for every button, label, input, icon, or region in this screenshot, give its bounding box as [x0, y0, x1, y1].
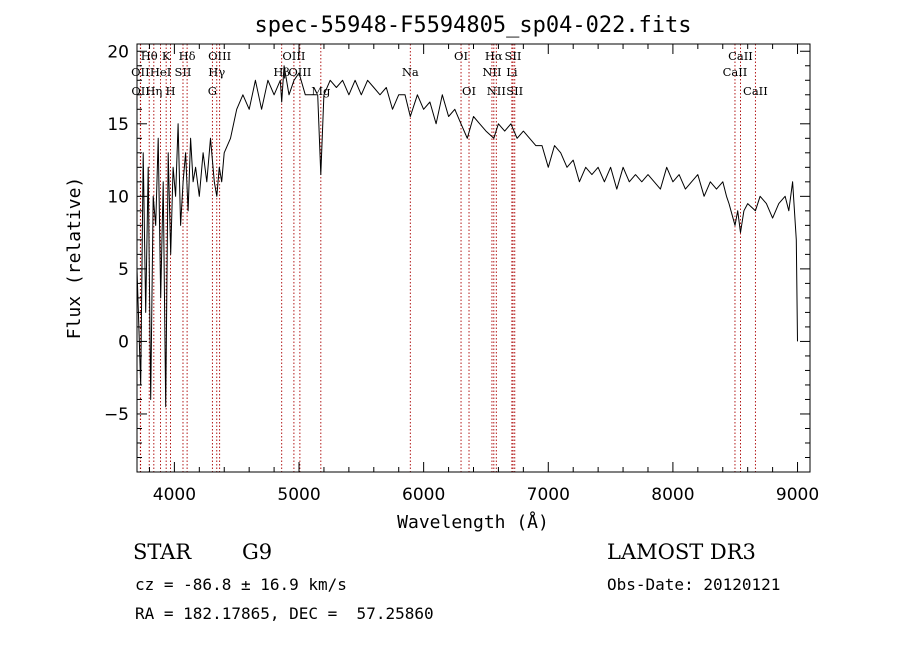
- redshift-readout: cz = -86.8 ± 16.9 km/s: [135, 575, 347, 594]
- y-tick-label: 15: [107, 115, 129, 135]
- chart-title: spec-55948-F5594805_sp04-022.fits: [254, 13, 691, 38]
- spectral-line-label: K: [162, 49, 171, 63]
- spectral-line-label: Hη: [145, 84, 162, 98]
- plot-frame: [136, 43, 811, 473]
- x-tick-label: 8000: [651, 485, 694, 505]
- spectral-line-label: SII: [506, 84, 523, 98]
- spectral-line-label: OIII: [288, 65, 311, 79]
- spectral-line-label: OI: [462, 84, 476, 98]
- spectral-line-label: CaII: [728, 49, 753, 63]
- observation-date: Obs-Date: 20120121: [607, 575, 781, 594]
- spectral-line-markers: [139, 44, 756, 472]
- spectral-line-label: Li: [506, 65, 518, 79]
- spectral-line-label: NII: [487, 84, 506, 98]
- x-tick-label: 7000: [527, 485, 570, 505]
- y-tick-label: −5: [104, 405, 129, 425]
- spectral-line-label: OIII: [208, 49, 231, 63]
- x-axis-label: Wavelength (Å): [397, 511, 549, 533]
- spectral-line-label: SII: [175, 65, 192, 79]
- spectral-line-label: Hδ: [179, 49, 196, 63]
- spectral-line-label: NII: [482, 65, 501, 79]
- spectral-line-label: Hθ: [141, 49, 158, 63]
- x-tick-label: 6000: [402, 485, 445, 505]
- y-tick-label: 5: [118, 260, 129, 280]
- spectral-line-label: Na: [402, 65, 419, 79]
- spectral-line-label: Hγ: [208, 65, 225, 79]
- x-tick-label: 9000: [776, 485, 819, 505]
- coordinates-readout: RA = 182.17865, DEC = 57.25860: [135, 604, 434, 623]
- survey-name: LAMOST DR3: [607, 540, 756, 564]
- y-axis-label: Flux (relative): [64, 177, 85, 340]
- object-class: STAR: [133, 540, 192, 564]
- spectral-line-label: Mg: [311, 84, 331, 98]
- spectral-line-label: Hβ: [273, 65, 290, 79]
- flux-series: [136, 65, 798, 408]
- spectral-line-label: Hα: [485, 49, 503, 63]
- y-tick-label: 0: [118, 332, 129, 352]
- x-tick-label: 5000: [277, 485, 320, 505]
- spectral-line-label: CaII: [743, 84, 768, 98]
- spectral-line-label: OIII: [282, 49, 305, 63]
- x-tick-label: 4000: [153, 485, 196, 505]
- object-subclass: G9: [242, 540, 273, 564]
- spectral-line-label: OI: [454, 49, 468, 63]
- y-axis: −5 0 5 10 15 20: [104, 42, 810, 458]
- spectral-line-label: SII: [505, 49, 522, 63]
- spectral-line-label: OII: [131, 65, 150, 79]
- spectral-line-label: OII: [131, 84, 150, 98]
- y-tick-label: 20: [107, 42, 129, 62]
- y-tick-label: 10: [107, 187, 129, 207]
- spectral-line-label: HeI: [150, 65, 171, 79]
- spectral-line-label: H: [166, 84, 176, 98]
- flux-line: [136, 65, 798, 408]
- x-axis: 4000 5000 6000 7000 8000 9000: [148, 44, 819, 505]
- spectral-line-label: CaII: [723, 65, 748, 79]
- spectral-line-label: G: [208, 84, 217, 98]
